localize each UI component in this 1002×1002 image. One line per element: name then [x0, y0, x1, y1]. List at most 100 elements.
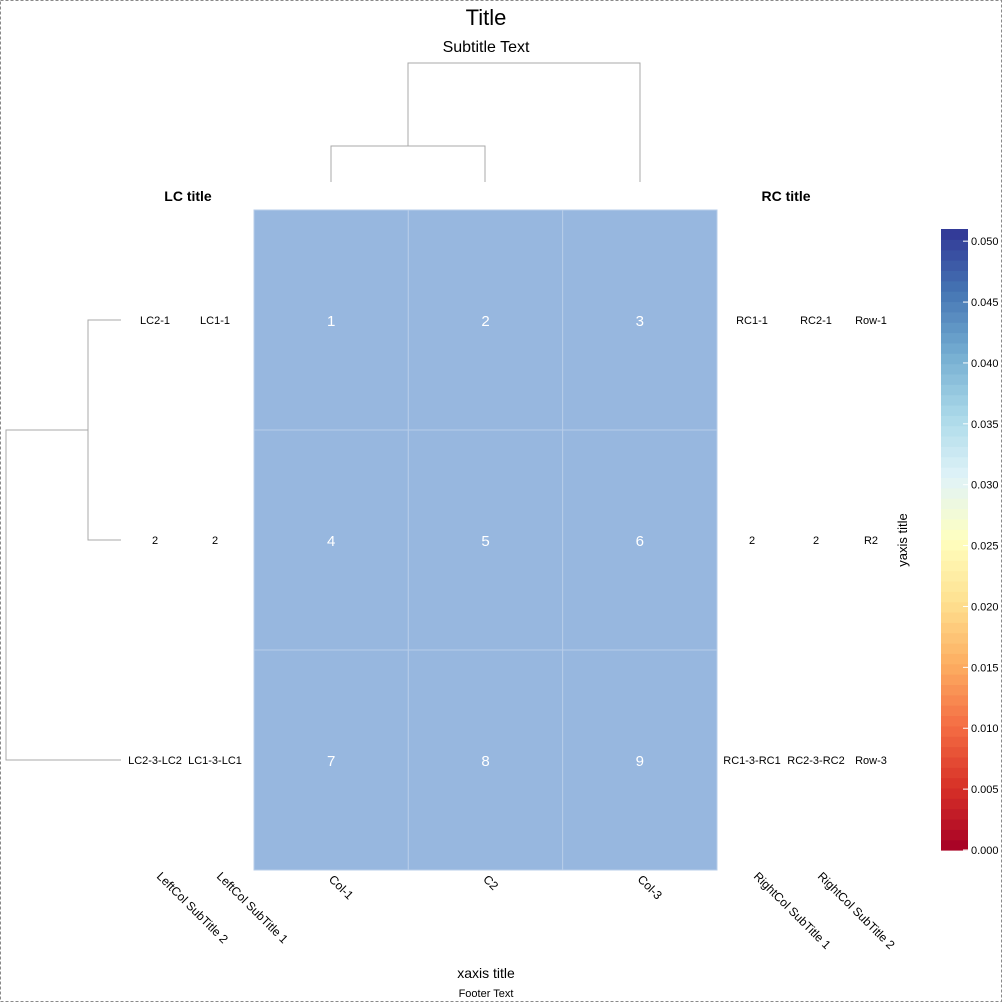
chart-subtitle: Subtitle Text: [443, 39, 530, 56]
colorbar-segment: [941, 549, 968, 561]
column-dendrogram: [330, 62, 641, 182]
chart-title: Title: [466, 5, 507, 30]
colorbar-segment: [941, 446, 968, 458]
cell-value-label: 8: [481, 753, 489, 770]
colorbar-segment: [941, 746, 968, 758]
col-dendro-branch-inner: [330, 145, 486, 182]
colorbar-segment: [941, 291, 968, 303]
heatmap-cells: [253, 209, 718, 871]
heatmap-cell: [562, 429, 718, 651]
row-label: R2: [864, 535, 878, 547]
colorbar-tick-label: 0.035: [971, 419, 999, 431]
right-column-label: RC2-3-RC2: [787, 755, 844, 767]
cell-value-label: 9: [636, 753, 644, 770]
colorbar-segment: [941, 311, 968, 323]
colorbar-segment: [941, 239, 968, 251]
colorbar-segment: [941, 663, 968, 675]
cell-value-label: 1: [327, 313, 335, 330]
colorbar-segment: [941, 322, 968, 334]
colorbar-segment: [941, 373, 968, 385]
colorbar-segment: [941, 487, 968, 499]
colorbar-segment: [941, 363, 968, 375]
right-columns-title: RC title: [762, 188, 811, 204]
colorbar-segment: [941, 384, 968, 396]
left-column-label: LC1-1: [200, 315, 230, 327]
colorbar-segment: [941, 270, 968, 282]
colorbar-segment: [941, 415, 968, 427]
colorbar-tick-label: 0.040: [971, 358, 999, 370]
cell-value-label: 7: [327, 753, 335, 770]
heatmap-cell: [407, 209, 564, 431]
column-labels: Col-1 C2 Col-3: [326, 872, 665, 902]
left-columns-title: LC title: [164, 188, 212, 204]
colorbar-tick-label: 0.045: [971, 297, 999, 309]
col-dendro-branch-outer: [407, 62, 641, 182]
colorbar-segment: [941, 332, 968, 344]
cell-value-label: 4: [327, 533, 335, 550]
cell-value-label: 3: [636, 313, 644, 330]
colorbar-segment: [941, 715, 968, 727]
left-column-label: LC2-3-LC2: [128, 755, 182, 767]
colorbar-tick-label: 0.025: [971, 541, 999, 553]
colorbar-segment: [941, 798, 968, 810]
cell-value-label: 5: [481, 533, 489, 550]
colorbar-tick-label: 0.030: [971, 480, 999, 492]
colorbar-segment: [941, 560, 968, 572]
heatmap-cell: [253, 429, 409, 651]
colorbar-segment: [941, 404, 968, 416]
right-column-label: 2: [749, 535, 755, 547]
colorbar-tick-label: 0.015: [971, 662, 999, 674]
colorbar-segment: [941, 591, 968, 603]
colorbar: [941, 229, 968, 851]
colorbar-segment: [941, 436, 968, 447]
cell-value-label: 2: [481, 313, 489, 330]
colorbar-segment: [941, 539, 968, 551]
row-label: Row-1: [855, 315, 887, 327]
y-axis-title: yaxis title: [895, 513, 910, 566]
x-axis-title: xaxis title: [457, 965, 515, 981]
colorbar-segment: [941, 736, 968, 748]
colorbar-segment: [941, 725, 968, 737]
colorbar-segment: [941, 829, 968, 841]
colorbar-segment: [941, 249, 968, 261]
right-column-label: 2: [813, 535, 819, 547]
column-label: C2: [480, 872, 501, 893]
colorbar-segment: [941, 580, 968, 592]
colorbar-segment: [941, 601, 968, 613]
colorbar-segment: [941, 611, 968, 623]
colorbar-segment: [941, 508, 968, 520]
colorbar-segment: [941, 518, 968, 530]
colorbar-segment: [941, 280, 968, 292]
colorbar-segment: [941, 456, 968, 468]
right-column-label: RC1-3-RC1: [723, 755, 780, 767]
colorbar-tick-label: 0.005: [971, 784, 999, 796]
row-dendro-branch-inner: [87, 319, 121, 541]
left-column-label: LC1-3-LC1: [188, 755, 242, 767]
colorbar-segment: [941, 477, 968, 489]
colorbar-segment: [941, 684, 968, 696]
colorbar-segment: [941, 787, 968, 799]
colorbar-segment: [941, 653, 968, 665]
footer-text: Footer Text: [459, 988, 514, 1000]
colorbar-segment: [941, 353, 968, 365]
colorbar-segment: [941, 808, 968, 820]
colorbar-tick-label: 0.020: [971, 601, 999, 613]
row-label: Row-3: [855, 755, 887, 767]
side-column-labels: LC2-1 LC1-1 RC1-1 RC2-1 Row-1 2 2 2 2 R2 LC2-3-LC2…: [128, 315, 887, 767]
left-column-label: 2: [152, 535, 158, 547]
colorbar-segment: [941, 694, 968, 706]
left-column-label: 2: [212, 535, 218, 547]
colorbar-tick-label: 0.010: [971, 723, 999, 735]
colorbar-segment: [941, 777, 968, 789]
colorbar-segment: [941, 622, 968, 634]
colorbar-segment: [941, 229, 968, 240]
column-label: Col-3: [635, 872, 665, 902]
colorbar-segment: [941, 425, 968, 437]
colorbar-segment: [941, 529, 968, 541]
colorbar-segment: [941, 674, 968, 685]
colorbar-segment: [941, 756, 968, 768]
cell-value-label: 6: [636, 533, 644, 550]
colorbar-segment: [941, 498, 968, 510]
